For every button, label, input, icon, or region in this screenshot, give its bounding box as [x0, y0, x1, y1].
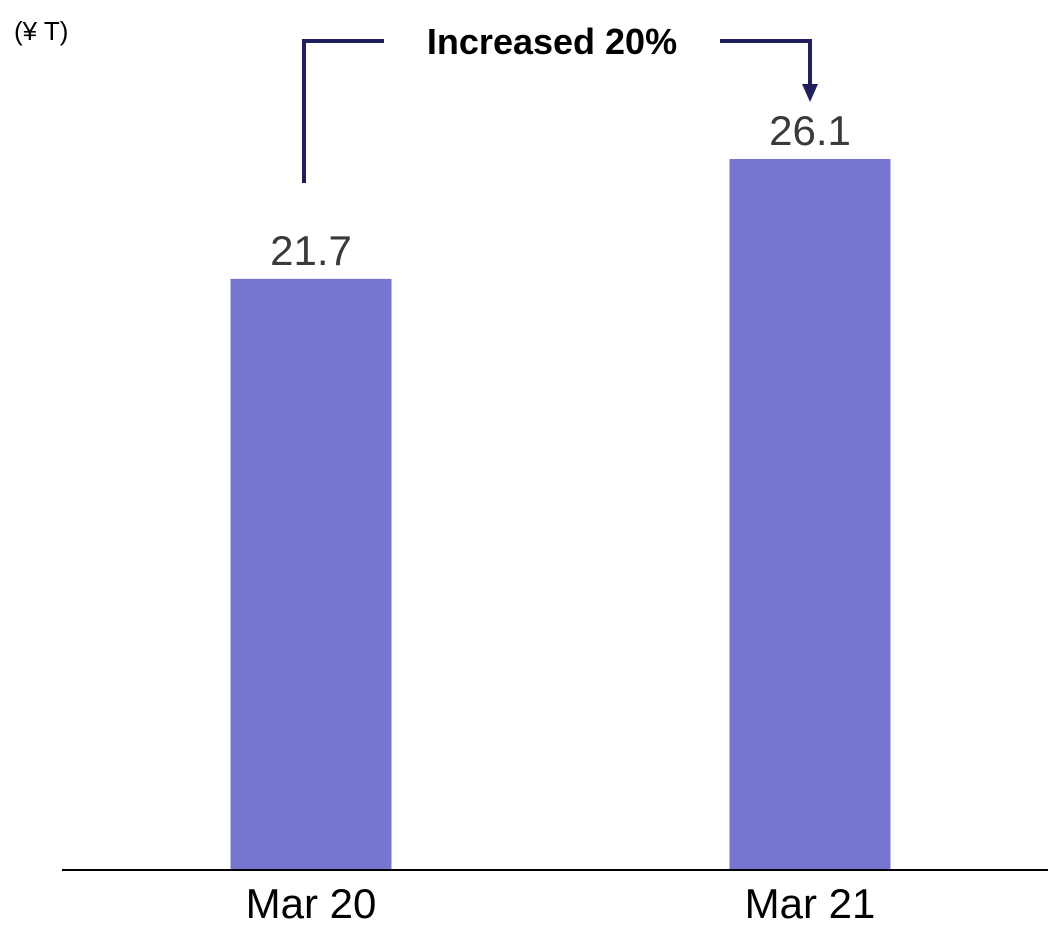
x-tick-labels-group: Mar 20 Mar 21	[246, 880, 876, 927]
increase-annotation: Increased 20%	[302, 21, 818, 183]
bar-value-label: 26.1	[769, 107, 851, 154]
x-tick-label: Mar 20	[246, 880, 377, 927]
bar-labels-group: 21.7 26.1	[270, 107, 851, 274]
x-tick-label: Mar 21	[745, 880, 876, 927]
annotation-left-bracket	[302, 39, 384, 183]
annotation-right-bracket	[720, 39, 812, 84]
bar-value-label: 21.7	[270, 227, 352, 274]
annotation-arrowhead-icon	[802, 84, 818, 102]
bar-mar-21	[729, 159, 891, 870]
bar-mar-20	[230, 278, 392, 870]
bars-group	[230, 159, 891, 870]
annotation-label: Increased 20%	[427, 21, 677, 62]
unit-label: (¥ T)	[14, 16, 68, 46]
